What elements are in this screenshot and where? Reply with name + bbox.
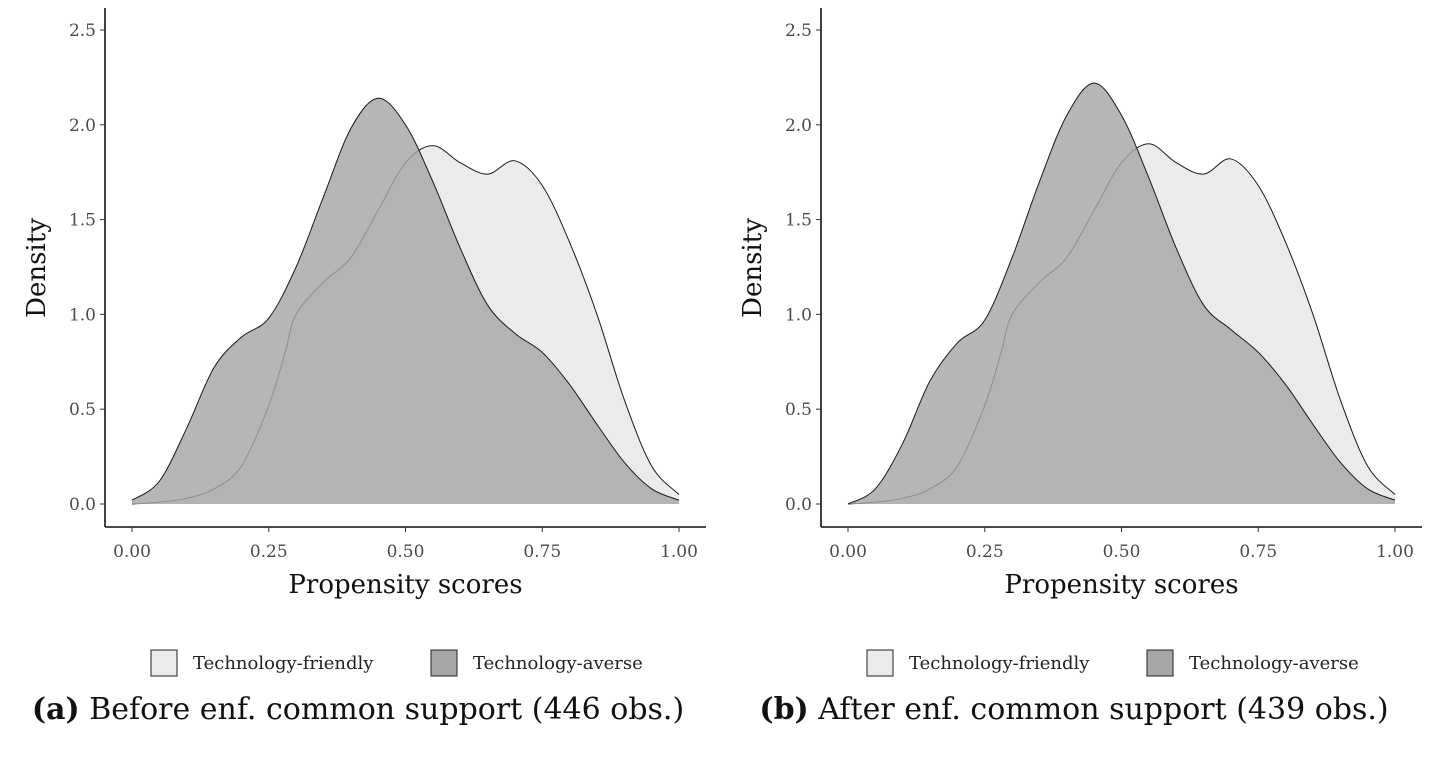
caption-b-tag: (b) bbox=[759, 692, 809, 727]
x-tick-label-b: 0.50 bbox=[1103, 542, 1141, 562]
y-tick-label-a: 2.0 bbox=[69, 116, 96, 136]
y-tick-label-a: 1.5 bbox=[69, 211, 96, 231]
panel-b-after-common-support: 0.0 0.5 1.0 1.5 2.0 2.5 0.00 0.25 0.50 0.75 1.00 Pr… bbox=[716, 0, 1432, 776]
y-tick-label-a: 1.0 bbox=[69, 305, 96, 325]
density-area-b-technology-averse bbox=[848, 83, 1395, 504]
caption-a: (a) Before enf. common support (446 obs.… bbox=[0, 692, 716, 727]
panel-a-before-common-support: 0.0 0.5 1.0 1.5 2.0 2.5 0.00 0.25 0.50 0.75 1.00 Pr… bbox=[0, 0, 716, 776]
y-tick-label-b: 1.5 bbox=[785, 211, 812, 231]
y-tick-label-b: 2.5 bbox=[785, 21, 812, 41]
y-tick-label-b: 1.0 bbox=[785, 305, 812, 325]
y-axis-title-b: Density bbox=[738, 218, 768, 318]
density-area-a-technology-averse bbox=[132, 98, 679, 505]
x-tick-label-b: 0.75 bbox=[1239, 542, 1277, 562]
y-tick-label-b: 2.0 bbox=[785, 116, 812, 136]
legend-swatch-a-technology-averse bbox=[430, 649, 458, 677]
legend-label-b-technology-friendly: Technology-friendly bbox=[909, 653, 1090, 674]
caption-a-text: Before enf. common support (446 obs.) bbox=[89, 692, 685, 727]
density-plot-b: 0.0 0.5 1.0 1.5 2.0 2.5 0.00 0.25 0.50 0.75 1.00 Pr… bbox=[738, 8, 1422, 677]
caption-a-tag: (a) bbox=[31, 692, 80, 727]
legend-swatch-b-technology-averse bbox=[1146, 649, 1174, 677]
caption-b: (b) After enf. common support (439 obs.) bbox=[716, 692, 1432, 727]
x-tick-label-b: 1.00 bbox=[1376, 542, 1414, 562]
y-tick-label-a: 0.0 bbox=[69, 495, 96, 515]
y-tick-label-a: 2.5 bbox=[69, 21, 96, 41]
y-tick-label-b: 0.0 bbox=[785, 495, 812, 515]
x-tick-label-a: 0.75 bbox=[523, 542, 561, 562]
x-tick-label-b: 0.25 bbox=[966, 542, 1004, 562]
x-axis-title-b: Propensity scores bbox=[1004, 570, 1238, 600]
legend-swatch-b-technology-friendly bbox=[866, 649, 894, 677]
x-tick-label-b: 0.00 bbox=[829, 542, 867, 562]
x-tick-label-a: 0.25 bbox=[250, 542, 288, 562]
x-tick-label-a: 0.50 bbox=[387, 542, 425, 562]
x-axis-title-a: Propensity scores bbox=[288, 570, 522, 600]
density-line-a-technology-averse bbox=[131, 97, 680, 501]
density-line-b-technology-averse bbox=[847, 82, 1396, 505]
x-tick-label-a: 1.00 bbox=[660, 542, 698, 562]
caption-b-text: After enf. common support (439 obs.) bbox=[818, 692, 1389, 727]
y-tick-label-a: 0.5 bbox=[69, 400, 96, 420]
y-tick-label-b: 0.5 bbox=[785, 400, 812, 420]
x-tick-label-a: 0.00 bbox=[113, 542, 151, 562]
density-plot-a: 0.0 0.5 1.0 1.5 2.0 2.5 0.00 0.25 0.50 0.75 1.00 Pr… bbox=[22, 8, 706, 677]
y-axis-title-a: Density bbox=[22, 218, 52, 318]
legend-swatch-a-technology-friendly bbox=[150, 649, 178, 677]
legend-label-a-technology-averse: Technology-averse bbox=[473, 653, 643, 674]
legend-label-b-technology-averse: Technology-averse bbox=[1189, 653, 1359, 674]
legend-label-a-technology-friendly: Technology-friendly bbox=[193, 653, 374, 674]
